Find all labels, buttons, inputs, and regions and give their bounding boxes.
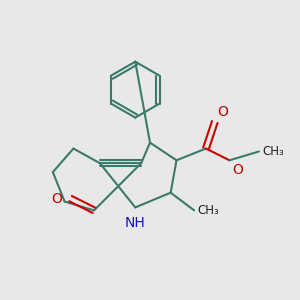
- Text: O: O: [232, 163, 243, 177]
- Text: O: O: [51, 192, 62, 206]
- Text: O: O: [218, 105, 229, 119]
- Text: CH₃: CH₃: [262, 145, 283, 158]
- Text: NH: NH: [125, 216, 146, 230]
- Text: CH₃: CH₃: [197, 204, 219, 217]
